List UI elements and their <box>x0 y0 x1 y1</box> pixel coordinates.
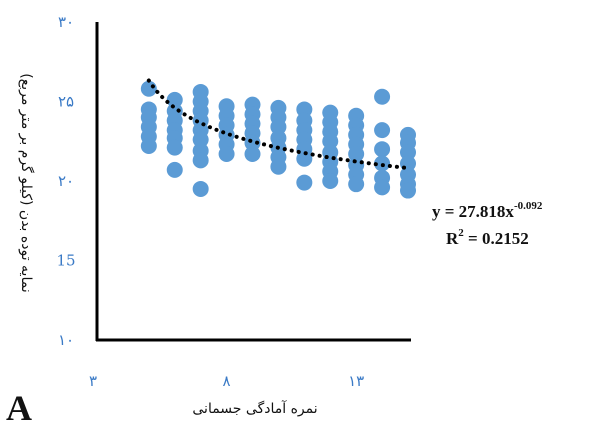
x-tick-label: ۱۳ <box>348 372 364 390</box>
data-point <box>374 88 391 105</box>
data-point <box>192 131 209 148</box>
r-squared: R2 = 0.2152 <box>446 227 529 248</box>
data-point <box>400 144 416 161</box>
data-point <box>192 152 209 169</box>
x-axis-title: نمره آمادگی جسمانی <box>192 400 317 417</box>
data-point <box>296 101 313 118</box>
x-tick-labels: ۳ ۸ ۱۳ <box>89 372 364 390</box>
data-point <box>322 173 339 189</box>
trendline-path <box>146 78 410 171</box>
data-point <box>140 80 157 97</box>
data-point <box>374 141 391 158</box>
data-point <box>166 91 183 108</box>
data-point <box>244 145 261 162</box>
x-tick-label: ۸ <box>223 372 231 390</box>
r2-value: = 0.2152 <box>464 229 529 248</box>
y-tick-label: ۲۵ <box>58 93 74 111</box>
data-point <box>270 158 287 175</box>
y-tick-label: ۲۰ <box>58 172 74 190</box>
data-point <box>192 180 209 197</box>
data-point <box>166 161 183 178</box>
y-tick-label: 15 <box>56 252 75 270</box>
data-point <box>218 145 235 162</box>
data-point <box>244 134 261 151</box>
x-tick-label: ۳ <box>89 372 97 390</box>
equation-base: y = 27.818x <box>432 202 514 221</box>
data-point <box>322 133 339 150</box>
data-point <box>140 138 157 155</box>
data-point <box>374 122 391 139</box>
y-tick-label: ۳۰ <box>58 13 74 31</box>
data-point <box>166 139 183 156</box>
data-point <box>400 182 416 199</box>
data-point <box>296 174 313 191</box>
trendline <box>146 78 410 171</box>
equation-exponent: -0.092 <box>514 200 543 212</box>
data-point <box>374 179 391 196</box>
r2-symbol: R <box>446 229 459 248</box>
data-point <box>296 150 313 167</box>
y-axis-title: نمایه توده بدن (کیلو گرم بر متر مربع) <box>18 73 35 292</box>
trend-equation: y = 27.818x-0.092 <box>432 200 543 221</box>
r2-superscript: 2 <box>458 227 464 239</box>
data-point <box>348 176 365 193</box>
data-points <box>140 80 416 199</box>
y-tick-label: ۱۰ <box>58 331 74 349</box>
y-tick-labels: ۱۰ 15 ۲۰ ۲۵ ۳۰ <box>56 13 75 349</box>
panel-label: A <box>6 388 32 428</box>
data-point <box>348 145 365 162</box>
data-point <box>270 118 287 135</box>
